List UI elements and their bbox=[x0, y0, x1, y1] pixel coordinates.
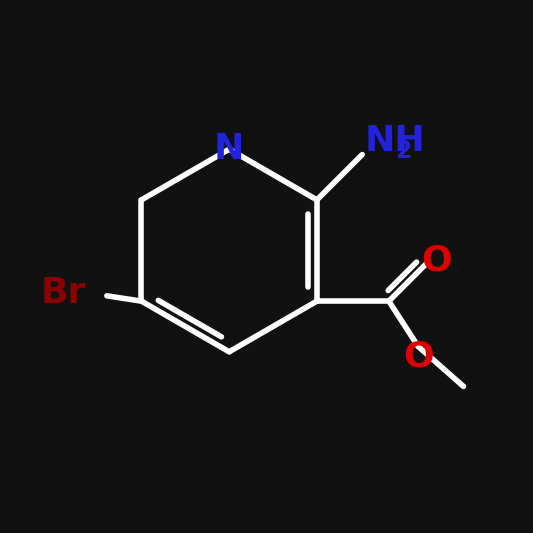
Text: Br: Br bbox=[40, 276, 85, 310]
Text: NH: NH bbox=[365, 124, 426, 158]
Text: O: O bbox=[403, 339, 433, 373]
Text: 2: 2 bbox=[395, 139, 411, 163]
Text: N: N bbox=[214, 132, 244, 166]
Text: O: O bbox=[422, 243, 452, 277]
